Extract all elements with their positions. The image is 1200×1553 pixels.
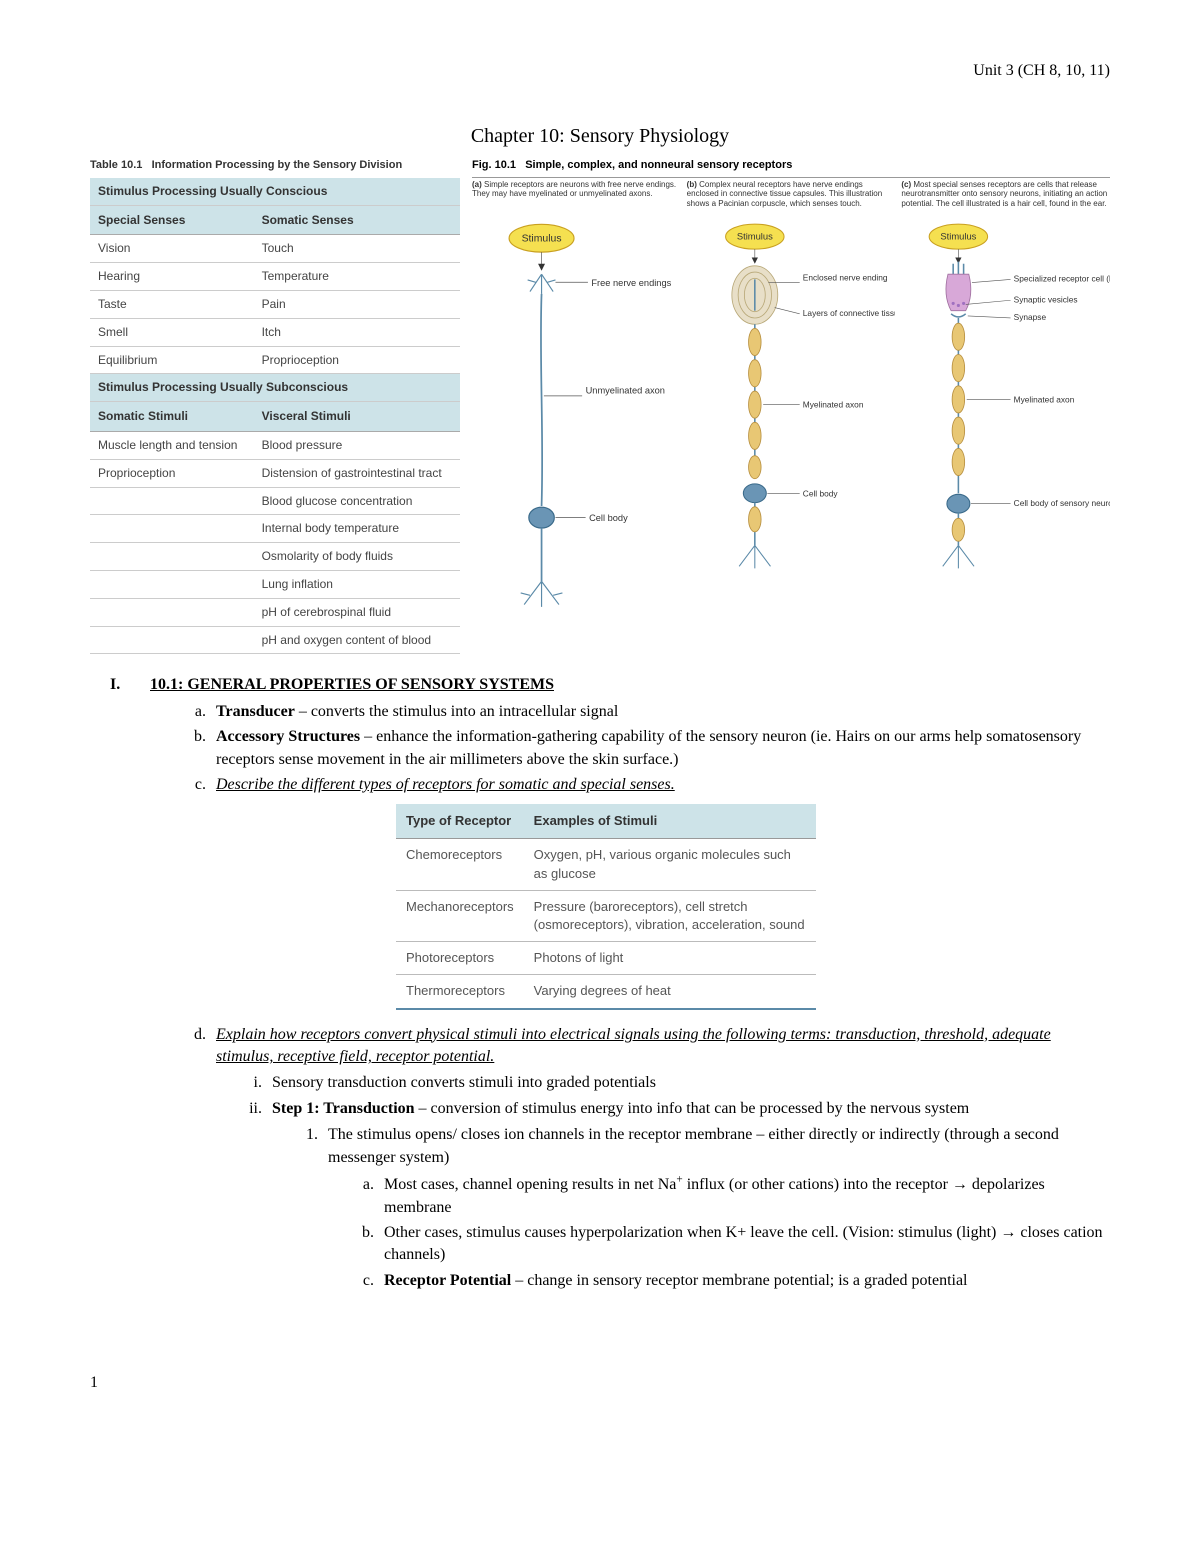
table-cell: Mechanoreceptors [396, 890, 524, 941]
outline-I: I. 10.1: GENERAL PROPERTIES OF SENSORY S… [110, 674, 1110, 696]
neuron-c-svg: Stimulus Specialized receptor cell (hair… [901, 222, 1110, 577]
svg-text:Stimulus: Stimulus [522, 233, 562, 244]
outline-d-ii: Step 1: Transduction – conversion of sti… [266, 1098, 1110, 1292]
table-cell: Oxygen, pH, various organic molecules su… [524, 839, 816, 890]
fig-a-desc: (a) Simple receptors are neurons with fr… [472, 180, 681, 216]
page-header-unit: Unit 3 (CH 8, 10, 11) [90, 60, 1110, 82]
outline-I-title: 10.1: GENERAL PROPERTIES OF SENSORY SYST… [150, 674, 554, 696]
svg-text:Synapse: Synapse [1014, 312, 1047, 322]
table-10-1: Stimulus Processing Usually Conscious Sp… [90, 178, 460, 655]
svg-text:Stimulus: Stimulus [737, 231, 773, 242]
svg-text:Specialized receptor cell (hai: Specialized receptor cell (hair cell) [1014, 273, 1110, 283]
table-cell [90, 626, 254, 654]
table-10-1-caption: Table 10.1 Information Processing by the… [90, 158, 460, 173]
outline-d-ii-1b: Other cases, stimulus causes hyperpolari… [378, 1222, 1110, 1267]
table-cell: Thermoreceptors [396, 975, 524, 1009]
table-cell: Muscle length and tension [90, 431, 254, 459]
neuron-b-svg: Stimulus Enclosed nerve ending Layers of… [687, 222, 896, 577]
table-cell: Touch [254, 235, 460, 263]
table-cell: Proprioception [254, 346, 460, 374]
table-cell: Blood pressure [254, 431, 460, 459]
table-cell: Pressure (baroreceptors), cell stretch (… [524, 890, 816, 941]
outline: I. 10.1: GENERAL PROPERTIES OF SENSORY S… [110, 674, 1110, 1292]
table-cell: Itch [254, 318, 460, 346]
fig-b: (b) Complex neural receptors have nerve … [687, 180, 896, 619]
table-cell: pH of cerebrospinal fluid [254, 598, 460, 626]
table-cell: Photoreceptors [396, 942, 524, 975]
table-cell [90, 598, 254, 626]
receptor-type-table: Type of Receptor Examples of Stimuli Che… [396, 804, 816, 1009]
table-cell [90, 487, 254, 515]
svg-text:Stimulus: Stimulus [941, 231, 977, 242]
svg-text:Cell body: Cell body [589, 513, 628, 523]
svg-text:Layers of connective tissue: Layers of connective tissue [802, 308, 895, 318]
svg-text:Enclosed nerve ending: Enclosed nerve ending [802, 272, 887, 282]
fig-10-1-caption: Fig. 10.1 Simple, complex, and nonneural… [472, 158, 1110, 177]
table-cell [90, 515, 254, 543]
svg-text:Myelinated axon: Myelinated axon [802, 399, 863, 409]
fig-c: (c) Most special senses receptors are ce… [901, 180, 1110, 619]
fig-num: Fig. 10.1 [472, 159, 516, 171]
svg-text:Cell body: Cell body [802, 488, 838, 498]
svg-text:Myelinated axon: Myelinated axon [1014, 394, 1075, 404]
table-cell: Distension of gastrointestinal tract [254, 459, 460, 487]
col-visceral-stimuli: Visceral Stimuli [254, 402, 460, 432]
fig-a: (a) Simple receptors are neurons with fr… [472, 180, 681, 619]
fig-row: (a) Simple receptors are neurons with fr… [472, 180, 1110, 619]
table-cell: Taste [90, 290, 254, 318]
svg-text:Cell body of sensory neuron: Cell body of sensory neuron [1014, 498, 1110, 508]
chapter-title: Chapter 10: Sensory Physiology [90, 122, 1110, 150]
table-cell [90, 570, 254, 598]
table-num: Table 10.1 [90, 159, 142, 171]
table-cell: Equilibrium [90, 346, 254, 374]
col-somatic-stimuli: Somatic Stimuli [90, 402, 254, 432]
outline-b: Accessory Structures – enhance the infor… [210, 726, 1110, 771]
fig-caption-text: Simple, complex, and nonneural sensory r… [525, 159, 792, 171]
outline-I-list: Transducer – converts the stimulus into … [210, 701, 1110, 1293]
fig-c-desc: (c) Most special senses receptors are ce… [901, 180, 1110, 216]
table-cell: Pain [254, 290, 460, 318]
table-cell: Chemoreceptors [396, 839, 524, 890]
fig-b-desc: (b) Complex neural receptors have nerve … [687, 180, 896, 216]
outline-d-ii-1-list: Most cases, channel opening results in n… [378, 1173, 1110, 1292]
svg-text:Free nerve endings: Free nerve endings [591, 278, 671, 288]
svg-text:Unmyelinated axon: Unmyelinated axon [586, 385, 665, 395]
table-caption-text: Information Processing by the Sensory Di… [152, 159, 403, 171]
outline-a: Transducer – converts the stimulus into … [210, 701, 1110, 723]
outline-d: Explain how receptors convert physical s… [210, 1024, 1110, 1293]
table-cell: Smell [90, 318, 254, 346]
col-somatic-senses: Somatic Senses [254, 205, 460, 235]
table-10-1-container: Table 10.1 Information Processing by the… [90, 158, 460, 654]
table-cell: pH and oxygen content of blood [254, 626, 460, 654]
svg-text:Synaptic vesicles: Synaptic vesicles [1014, 294, 1078, 304]
table-cell: Lung inflation [254, 570, 460, 598]
outline-d-ii-1c: Receptor Potential – change in sensory r… [378, 1270, 1110, 1292]
section1-title: Stimulus Processing Usually Conscious [90, 178, 460, 205]
outline-c: Describe the different types of receptor… [210, 774, 1110, 1010]
outline-d-ii-1a: Most cases, channel opening results in n… [378, 1173, 1110, 1219]
page-number: 1 [90, 1372, 1110, 1394]
table-cell: Blood glucose concentration [254, 487, 460, 515]
outline-d-ii-1: The stimulus opens/ closes ion channels … [322, 1124, 1110, 1292]
section2-title: Stimulus Processing Usually Subconscious [90, 374, 460, 402]
rt-h1: Type of Receptor [396, 804, 524, 839]
outline-d-sub: Sensory transduction converts stimuli in… [266, 1072, 1110, 1292]
table-cell: Vision [90, 235, 254, 263]
top-figures-row: Table 10.1 Information Processing by the… [90, 158, 1110, 654]
outline-d-ii-list: The stimulus opens/ closes ion channels … [322, 1124, 1110, 1292]
fig-10-1-container: Fig. 10.1 Simple, complex, and nonneural… [472, 158, 1110, 619]
neuron-a-svg: Stimulus Free nerve endings Unmyelinated… [472, 222, 681, 616]
table-cell: Proprioception [90, 459, 254, 487]
table-cell [90, 543, 254, 571]
table-cell: Osmolarity of body fluids [254, 543, 460, 571]
rt-h2: Examples of Stimuli [524, 804, 816, 839]
outline-I-num: I. [110, 674, 150, 696]
table-cell: Hearing [90, 263, 254, 291]
col-special-senses: Special Senses [90, 205, 254, 235]
table-cell: Photons of light [524, 942, 816, 975]
outline-d-i: Sensory transduction converts stimuli in… [266, 1072, 1110, 1094]
table-cell: Internal body temperature [254, 515, 460, 543]
table-cell: Varying degrees of heat [524, 975, 816, 1009]
table-cell: Temperature [254, 263, 460, 291]
